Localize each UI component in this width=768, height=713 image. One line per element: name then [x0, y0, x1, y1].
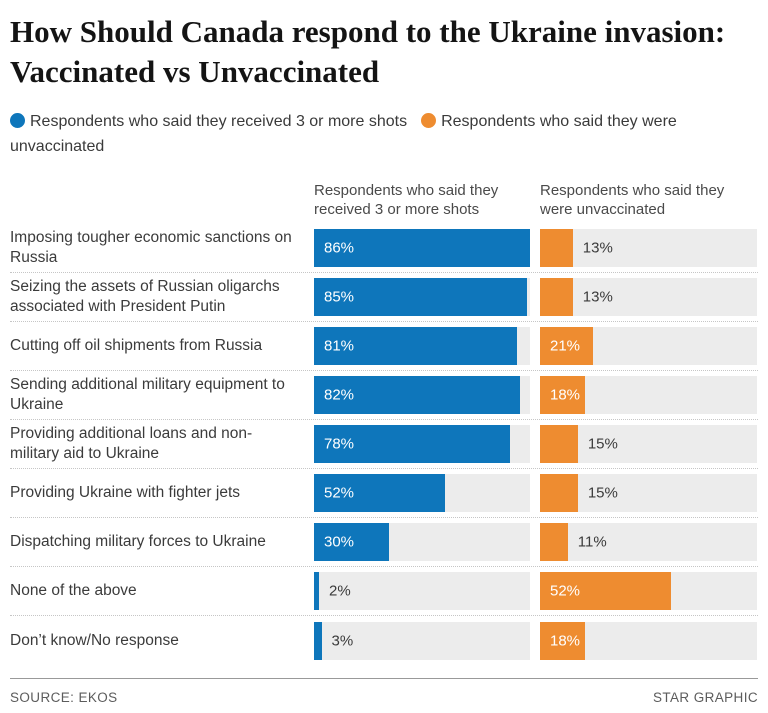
footer: SOURCE: EKOS STAR GRAPHIC — [10, 678, 758, 705]
chart-row: Dispatching military forces to Ukraine 3… — [10, 518, 758, 567]
bar-track-unvaccinated: 11% — [540, 523, 757, 561]
bar-track-unvaccinated: 13% — [540, 229, 757, 267]
chart-row: Cutting off oil shipments from Russia 81… — [10, 322, 758, 371]
bar-track-vaccinated: 81% — [314, 327, 530, 365]
bar-value-label: 78% — [324, 435, 355, 453]
bar-unvaccinated — [540, 621, 586, 660]
bar-vaccinated — [314, 278, 528, 316]
source-label: SOURCE: EKOS — [10, 690, 118, 705]
bar-vaccinated — [314, 376, 520, 414]
column-header-spacer — [10, 181, 304, 224]
bar-vaccinated — [314, 523, 390, 561]
legend-dot-unvaccinated-icon — [421, 113, 437, 128]
bar-value-label: 86% — [324, 239, 355, 257]
bar-track-unvaccinated: 18% — [540, 621, 757, 660]
bar-unvaccinated — [540, 572, 672, 610]
legend-dot-vaccinated-icon — [10, 113, 25, 128]
bar-value-label: 82% — [324, 386, 355, 404]
bar-track-vaccinated: 86% — [314, 229, 530, 267]
chart-row: Imposing tougher economic sanctions on R… — [10, 224, 758, 273]
category-label: Providing Ukraine with fighter jets — [10, 484, 241, 501]
chart-row: Seizing the assets of Russian oligarchs … — [10, 273, 758, 322]
bar-value-label: 85% — [324, 288, 355, 306]
column-header-vaccinated: Respondents who said they received 3 or … — [314, 182, 499, 218]
bar-track-vaccinated: 2% — [314, 572, 530, 610]
bar-unvaccinated — [540, 523, 568, 561]
category-label: Providing additional loans and non-milit… — [10, 425, 253, 462]
legend-label-vaccinated: Respondents who said they received 3 or … — [30, 113, 408, 130]
column-header-unvaccinated: Respondents who said they were unvaccina… — [540, 182, 725, 218]
bar-track-unvaccinated: 21% — [540, 327, 757, 365]
bar-track-unvaccinated: 18% — [540, 376, 757, 414]
bar-value-label: 52% — [324, 484, 355, 502]
legend-label-unvaccinated: Respondents who said they were unvaccina… — [10, 113, 677, 155]
bar-track-vaccinated: 30% — [314, 523, 530, 561]
bar-track-vaccinated: 52% — [314, 474, 530, 512]
bar-value-label: 2% — [329, 582, 351, 600]
bar-value-label: 15% — [587, 484, 618, 502]
bar-value-label: 21% — [550, 337, 581, 355]
bar-vaccinated — [314, 474, 445, 512]
bar-track-vaccinated: 78% — [314, 425, 530, 463]
bar-track-unvaccinated: 15% — [540, 425, 757, 463]
bar-value-label: 13% — [582, 239, 613, 257]
bar-track-vaccinated: 85% — [314, 278, 530, 316]
bar-vaccinated — [314, 229, 530, 267]
bar-value-label: 3% — [331, 632, 354, 649]
bar-value-label: 11% — [577, 533, 607, 551]
bar-unvaccinated — [540, 376, 586, 414]
bar-track-unvaccinated: 13% — [540, 278, 757, 316]
category-label: Seizing the assets of Russian oligarchs … — [10, 278, 280, 315]
credit-label: STAR GRAPHIC — [652, 690, 758, 705]
page-title: How Should Canada respond to the Ukraine… — [10, 14, 726, 89]
bar-vaccinated — [314, 621, 322, 660]
bar-track-vaccinated: 82% — [314, 376, 530, 414]
bar-unvaccinated — [540, 327, 593, 365]
bar-unvaccinated — [540, 474, 578, 512]
bar-value-label: 18% — [550, 632, 581, 649]
bar-value-label: 13% — [582, 288, 613, 306]
bar-track-unvaccinated: 52% — [540, 572, 757, 610]
bar-vaccinated — [314, 425, 510, 463]
chart-row: None of the above 2% 52% — [10, 567, 758, 616]
bar-value-label: 15% — [587, 435, 618, 453]
bar-unvaccinated — [540, 278, 573, 316]
legend: Respondents who said they received 3 or … — [10, 109, 710, 159]
bar-value-label: 52% — [550, 582, 581, 600]
bar-track-unvaccinated: 15% — [540, 474, 757, 512]
category-label: Imposing tougher economic sanctions on R… — [10, 229, 292, 266]
chart-row: Don’t know/No response 3% 18% — [10, 616, 758, 665]
chart-row: Providing Ukraine with fighter jets 52% … — [10, 469, 758, 518]
chart: Imposing tougher economic sanctions on R… — [10, 224, 758, 665]
chart-row: Sending additional military equipment to… — [10, 371, 758, 420]
bar-vaccinated — [314, 327, 518, 365]
category-label: None of the above — [10, 582, 137, 599]
bar-value-label: 30% — [324, 533, 355, 551]
bar-track-vaccinated: 3% — [314, 621, 530, 660]
category-label: Don’t know/No response — [10, 631, 179, 649]
bar-value-label: 18% — [550, 386, 581, 404]
chart-row: Providing additional loans and non-milit… — [10, 420, 758, 469]
bar-value-label: 81% — [324, 337, 355, 355]
bar-vaccinated — [314, 572, 320, 610]
category-label: Cutting off oil shipments from Russia — [10, 337, 263, 354]
bar-unvaccinated — [540, 229, 573, 267]
category-label: Dispatching military forces to Ukraine — [10, 533, 266, 550]
column-headers: Respondents who said they received 3 or … — [10, 181, 758, 224]
bar-unvaccinated — [540, 425, 578, 463]
category-label: Sending additional military equipment to… — [10, 376, 285, 413]
